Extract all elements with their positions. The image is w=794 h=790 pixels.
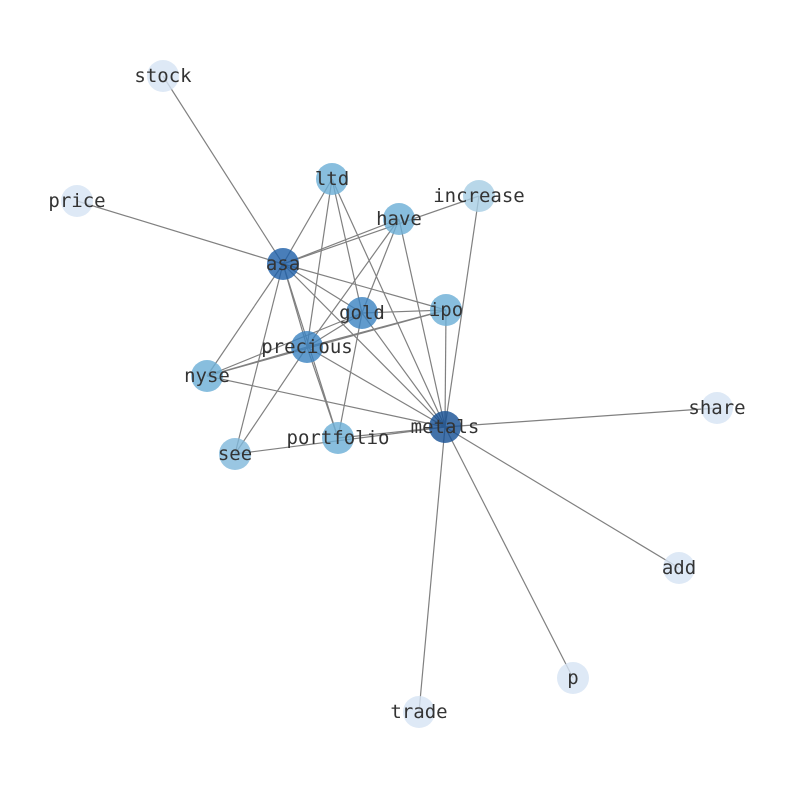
node-portfolio bbox=[322, 422, 354, 454]
node-label-stock: stock bbox=[134, 65, 192, 87]
node-label-trade: trade bbox=[390, 701, 447, 723]
edge-have-precious bbox=[306, 218, 400, 348]
edge-asa-have bbox=[282, 218, 400, 265]
edge-gold-portfolio bbox=[337, 312, 363, 439]
node-label-metals: metals bbox=[411, 416, 480, 438]
node-label-portfolio: portfolio bbox=[287, 427, 390, 449]
node-label-asa: asa bbox=[266, 253, 300, 275]
node-add bbox=[663, 552, 695, 584]
edge-asa-see bbox=[234, 263, 284, 455]
edge-metals-share bbox=[444, 407, 718, 428]
edge-asa-stock bbox=[162, 75, 284, 265]
edge-precious-portfolio bbox=[306, 346, 339, 439]
edge-gold-metals bbox=[361, 312, 446, 428]
node-label-precious: precious bbox=[261, 336, 353, 358]
node-stock bbox=[147, 60, 179, 92]
node-precious bbox=[291, 331, 323, 363]
edge-ltd-precious bbox=[306, 178, 333, 348]
node-nyse bbox=[191, 360, 223, 392]
edge-asa-price bbox=[76, 200, 284, 265]
node-see bbox=[219, 438, 251, 470]
node-p bbox=[557, 662, 589, 694]
edge-precious-metals bbox=[306, 346, 446, 428]
edge-metals-add bbox=[444, 426, 680, 569]
edge-ltd-metals bbox=[331, 178, 446, 428]
edge-have-metals bbox=[398, 218, 446, 428]
edge-ipo-metals bbox=[444, 309, 447, 428]
node-price bbox=[61, 185, 93, 217]
edge-asa-ipo bbox=[282, 263, 447, 311]
edge-ltd-gold bbox=[331, 178, 363, 314]
edge-asa-increase bbox=[282, 195, 480, 265]
labels: stock price ltd increase have asa gold ipo preci… bbox=[48, 65, 745, 723]
node-label-price: price bbox=[48, 190, 105, 212]
node-share bbox=[701, 392, 733, 424]
edge-asa-ltd bbox=[282, 178, 333, 265]
edge-have-gold bbox=[361, 218, 400, 314]
node-have bbox=[383, 203, 415, 235]
node-metals bbox=[429, 411, 461, 443]
node-asa bbox=[267, 248, 299, 280]
edge-nyse-metals bbox=[206, 375, 446, 428]
edge-asa-metals bbox=[282, 263, 446, 428]
node-label-ipo: ipo bbox=[429, 299, 463, 321]
edge-metals-portfolio bbox=[337, 426, 446, 439]
node-gold bbox=[346, 297, 378, 329]
node-label-ltd: ltd bbox=[315, 168, 349, 190]
node-label-have: have bbox=[376, 208, 422, 230]
node-increase bbox=[463, 180, 495, 212]
node-label-p: p bbox=[567, 667, 578, 689]
edge-gold-nyse bbox=[206, 312, 363, 377]
node-label-share: share bbox=[688, 397, 745, 419]
node-label-add: add bbox=[662, 557, 696, 579]
nodes bbox=[61, 60, 733, 728]
edge-metals-trade bbox=[418, 426, 446, 713]
node-trade bbox=[403, 696, 435, 728]
edge-precious-nyse bbox=[206, 346, 308, 377]
node-label-see: see bbox=[218, 443, 252, 465]
edge-metals-p bbox=[444, 426, 574, 679]
node-label-increase: increase bbox=[433, 185, 525, 207]
edge-increase-metals bbox=[444, 195, 480, 428]
node-ipo bbox=[430, 294, 462, 326]
edge-asa-nyse bbox=[206, 263, 284, 377]
edges bbox=[76, 75, 718, 713]
node-ltd bbox=[316, 163, 348, 195]
node-label-gold: gold bbox=[339, 302, 385, 324]
node-label-nyse: nyse bbox=[184, 365, 230, 387]
edge-precious-see bbox=[234, 346, 308, 455]
